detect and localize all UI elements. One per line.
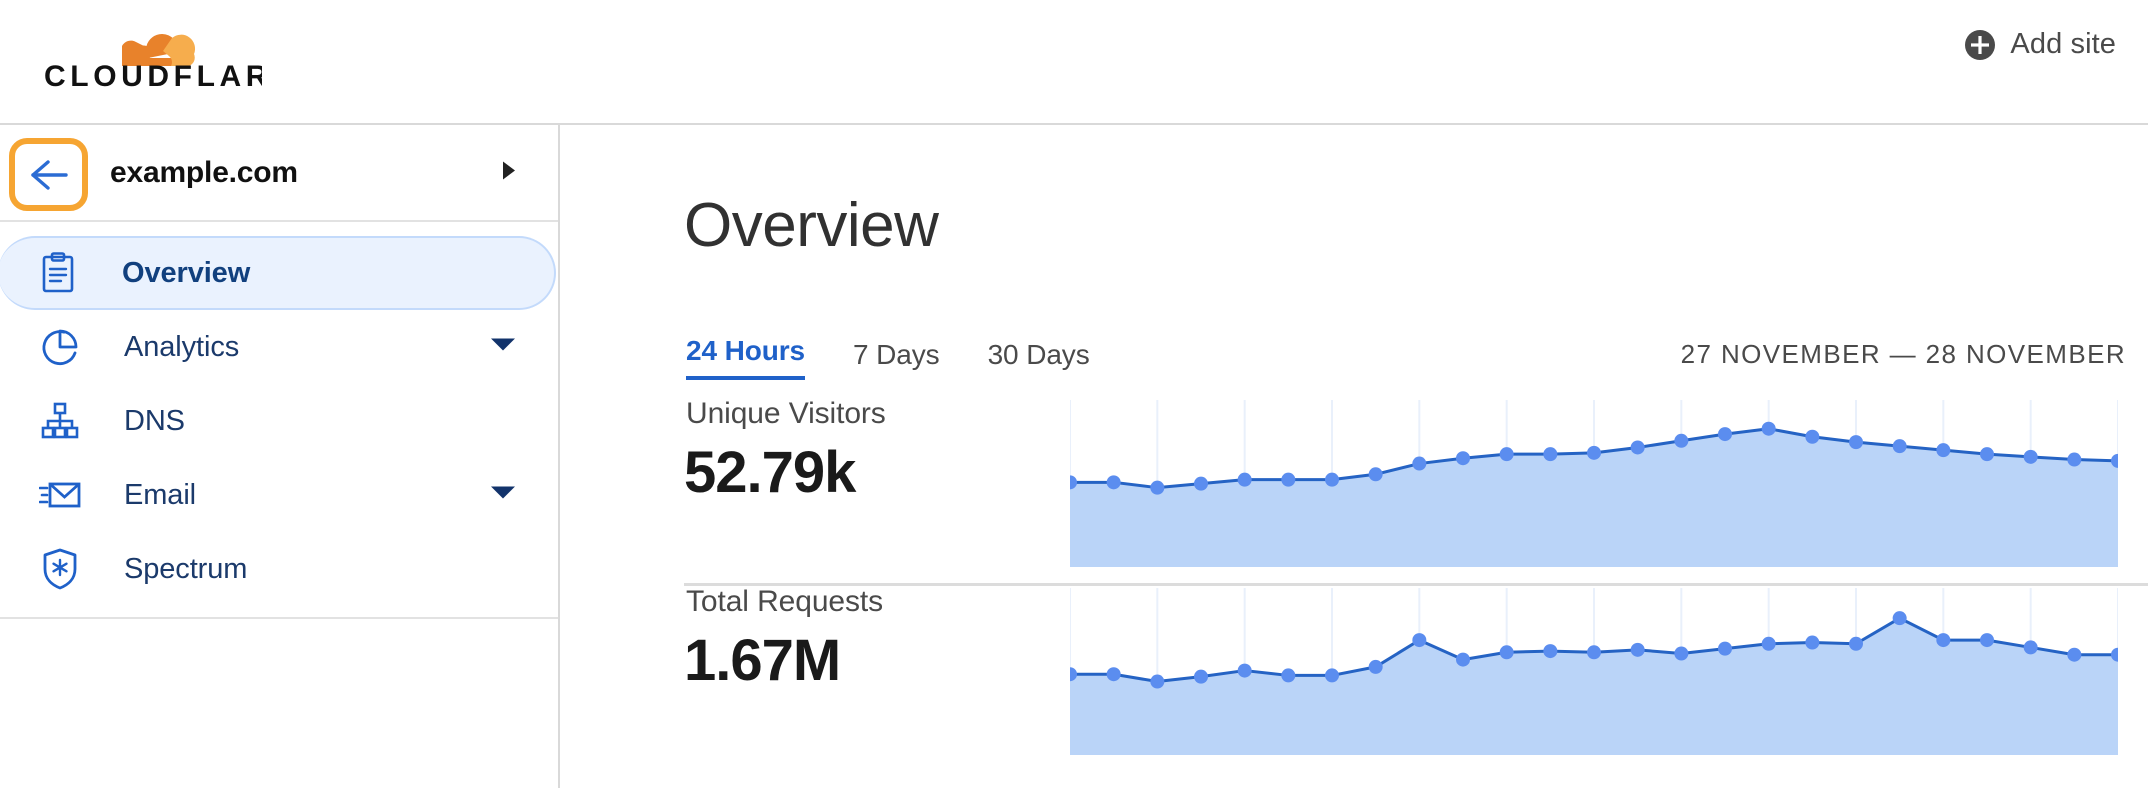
chevron-down-icon[interactable] — [490, 485, 516, 506]
sitemap-icon — [38, 399, 82, 443]
sidebar-item-email[interactable]: Email — [0, 458, 558, 532]
cloudflare-wordmark: CLOUDFLARE — [44, 60, 262, 88]
top-bar: CLOUDFLARE Add site — [0, 0, 2148, 125]
plus-circle-icon — [1965, 29, 1996, 60]
site-name: example.com — [110, 155, 298, 189]
metric-divider — [684, 583, 2148, 586]
arrow-left-icon — [30, 159, 68, 190]
metric-value: 1.67M — [684, 628, 841, 693]
caret-right-icon[interactable] — [500, 159, 518, 186]
envelope-icon — [38, 473, 82, 517]
metric-total-requests: Total Requests 1.67M — [562, 585, 2148, 760]
sidebar-divider — [0, 617, 558, 619]
timerange-tabs: 24 Hours 7 Days 30 Days — [686, 335, 1138, 380]
clipboard-icon — [36, 251, 80, 295]
page-title: Overview — [684, 191, 939, 260]
tab-30-days[interactable]: 30 Days — [988, 339, 1090, 380]
cloudflare-cloud-icon: CLOUDFLARE — [44, 33, 262, 88]
metric-unique-visitors: Unique Visitors 52.79k — [562, 397, 2148, 572]
back-button[interactable] — [9, 138, 88, 211]
sidebar-item-dns[interactable]: DNS — [0, 384, 558, 458]
metric-label: Unique Visitors — [686, 397, 886, 430]
sidebar-nav: Overview Analytics — [0, 222, 558, 619]
sparkline-total-requests[interactable] — [1070, 580, 2118, 755]
tab-7-days[interactable]: 7 Days — [853, 339, 940, 380]
sidebar-item-label: Spectrum — [124, 552, 248, 585]
main-content: Overview 24 Hours 7 Days 30 Days 27 NOVE… — [562, 125, 2148, 788]
pie-chart-icon — [38, 325, 82, 369]
sidebar-item-label: Analytics — [124, 330, 240, 363]
sidebar-item-label: DNS — [124, 404, 185, 437]
shield-asterisk-icon — [38, 547, 82, 591]
chevron-down-icon[interactable] — [490, 337, 516, 358]
metric-value: 52.79k — [684, 440, 856, 505]
sidebar-item-analytics[interactable]: Analytics — [0, 310, 558, 384]
tab-24-hours[interactable]: 24 Hours — [686, 335, 805, 380]
sparkline-unique-visitors[interactable] — [1070, 392, 2118, 567]
sidebar-item-spectrum[interactable]: Spectrum — [0, 532, 558, 606]
date-range: 27 NOVEMBER — 28 NOVEMBER — [1680, 339, 2126, 369]
sidebar-item-label: Email — [124, 478, 197, 511]
metric-label: Total Requests — [686, 585, 884, 618]
sidebar-item-overview[interactable]: Overview — [0, 236, 556, 310]
cloudflare-logo[interactable]: CLOUDFLARE — [22, 8, 262, 88]
add-site-label: Add site — [2010, 28, 2116, 60]
add-site-button[interactable]: Add site — [1962, 24, 2118, 65]
sidebar-item-label: Overview — [122, 256, 251, 289]
sidebar: example.com Overview — [0, 125, 560, 788]
site-selector-row: example.com — [0, 125, 558, 222]
